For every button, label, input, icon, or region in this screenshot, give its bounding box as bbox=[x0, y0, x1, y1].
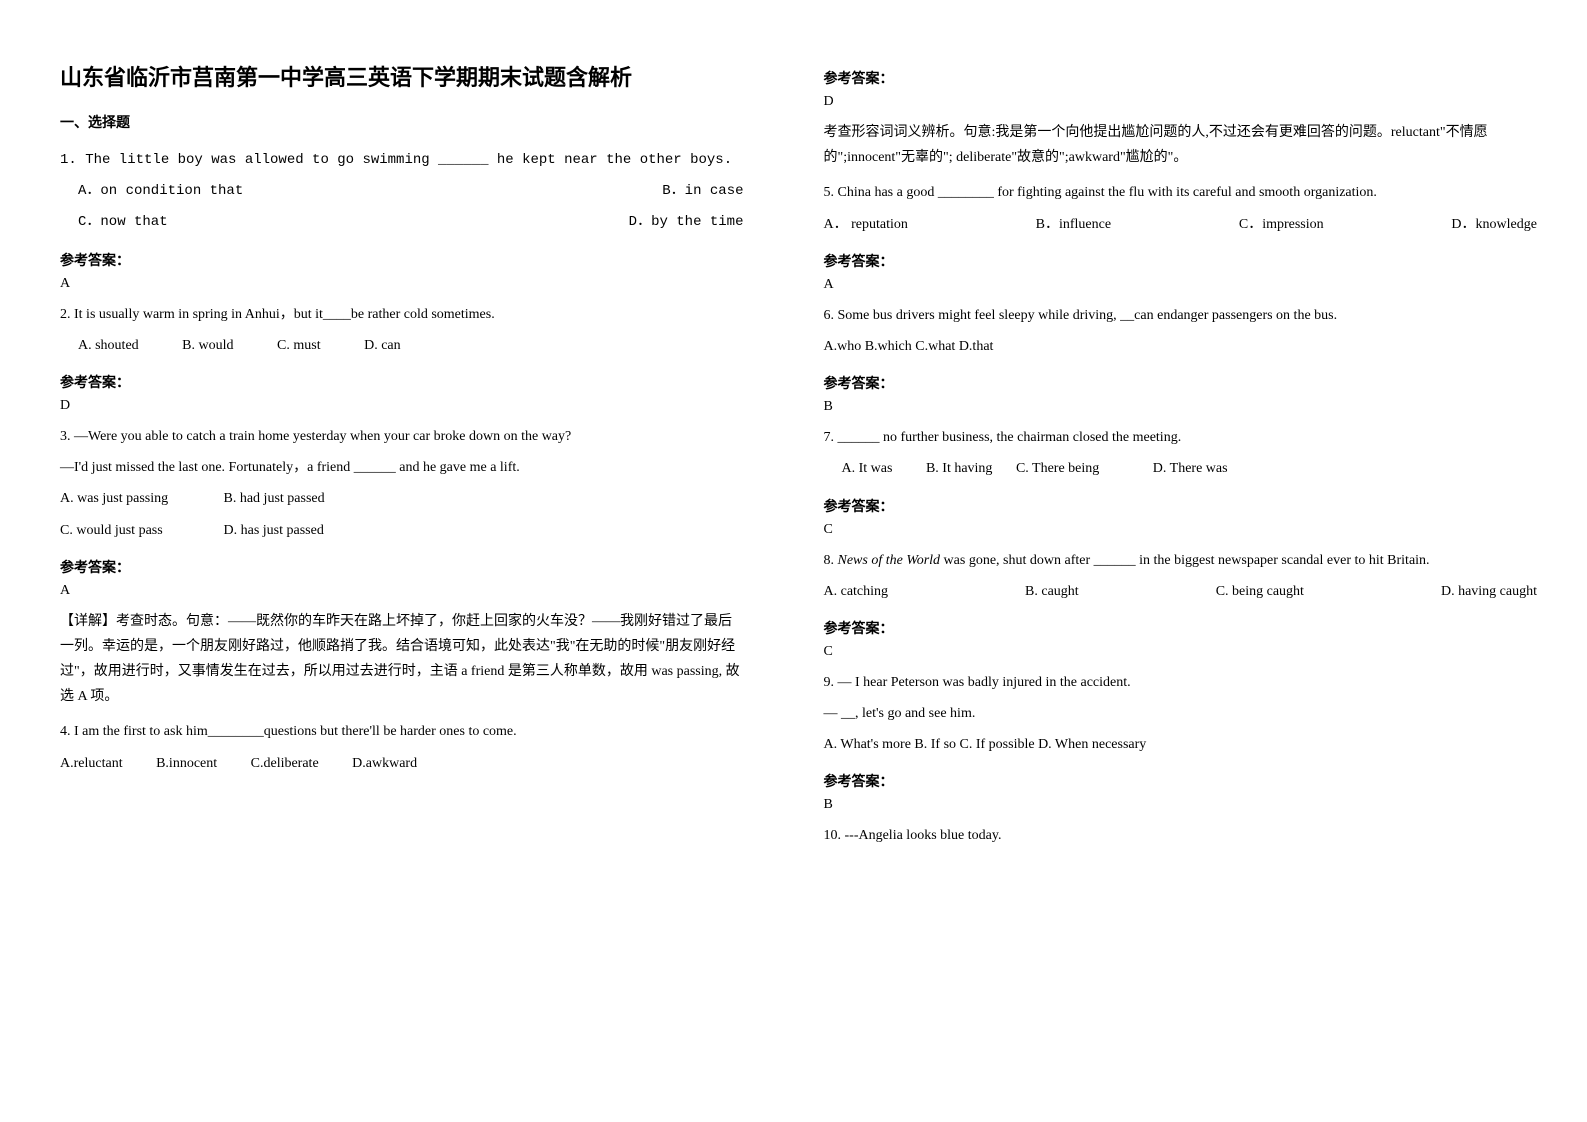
answer-value: A bbox=[824, 277, 1538, 293]
answer-value: C bbox=[824, 522, 1538, 538]
answer-label: 参考答案： bbox=[60, 557, 744, 577]
answer-value: C bbox=[824, 644, 1538, 660]
question-text: 5. China has a good ________ for fightin… bbox=[824, 180, 1538, 205]
options-row: A.who B.which C.what D.that bbox=[824, 334, 1538, 359]
option-b: B．influence bbox=[1036, 212, 1111, 237]
answer-label: 参考答案： bbox=[60, 372, 744, 392]
q8-italic: News of the World bbox=[838, 553, 941, 568]
question-9: 9. — I hear Peterson was badly injured i… bbox=[824, 670, 1538, 758]
question-6: 6. Some bus drivers might feel sleepy wh… bbox=[824, 303, 1538, 359]
option-b: B. caught bbox=[1025, 579, 1079, 604]
answer-value: A bbox=[60, 583, 744, 599]
question-text: 7. ______ no further business, the chair… bbox=[824, 425, 1538, 450]
options-row: A． reputation B．influence C．impression D… bbox=[824, 212, 1538, 237]
answer-value: B bbox=[824, 399, 1538, 415]
option-d: D. can bbox=[364, 338, 401, 353]
answer-label: 参考答案： bbox=[824, 618, 1538, 638]
option-a: A． reputation bbox=[824, 212, 908, 237]
question-text: 9. — I hear Peterson was badly injured i… bbox=[824, 670, 1538, 695]
option-a: A．on condition that bbox=[78, 179, 243, 204]
option-d: D. having caught bbox=[1441, 579, 1537, 604]
question-text: 4. I am the first to ask him________ques… bbox=[60, 719, 744, 744]
question-4: 4. I am the first to ask him________ques… bbox=[60, 719, 744, 775]
option-b: B.innocent bbox=[156, 756, 217, 771]
option-a: A. catching bbox=[824, 579, 889, 604]
question-text: —I'd just missed the last one. Fortunate… bbox=[60, 455, 744, 480]
options-row: A．on condition that B．in case bbox=[60, 179, 744, 204]
option-c: C. being caught bbox=[1216, 579, 1304, 604]
option-d: D. has just passed bbox=[224, 523, 324, 538]
option-a: A.reluctant bbox=[60, 756, 123, 771]
option-c: C．impression bbox=[1239, 212, 1324, 237]
question-text: 2. It is usually warm in spring in Anhui… bbox=[60, 302, 744, 327]
answer-label: 参考答案： bbox=[824, 496, 1538, 516]
section-header: 一、选择题 bbox=[60, 112, 744, 132]
question-text: — __, let's go and see him. bbox=[824, 701, 1538, 726]
question-text: 8. News of the World was gone, shut down… bbox=[824, 548, 1538, 573]
question-1: 1. The little boy was allowed to go swim… bbox=[60, 148, 744, 236]
question-2: 2. It is usually warm in spring in Anhui… bbox=[60, 302, 744, 358]
option-a: A. It was bbox=[842, 461, 893, 476]
option-c: C. must bbox=[277, 338, 321, 353]
explanation: 考查形容词词义辨析。句意:我是第一个向他提出尴尬问题的人,不过还会有更难回答的问… bbox=[824, 120, 1538, 170]
question-text: 3. —Were you able to catch a train home … bbox=[60, 424, 744, 449]
options-row: C. would just pass D. has just passed bbox=[60, 518, 744, 543]
left-column: 山东省临沂市莒南第一中学高三英语下学期期末试题含解析 一、选择题 1. The … bbox=[0, 0, 794, 1122]
option-a: A. was just passing bbox=[60, 486, 220, 511]
option-c: C.deliberate bbox=[251, 756, 319, 771]
q8-prefix: 8. bbox=[824, 553, 838, 568]
option-b: B. had just passed bbox=[224, 491, 325, 506]
answer-value: D bbox=[60, 398, 744, 414]
option-b: B. It having bbox=[926, 461, 993, 476]
option-d: D．by the time bbox=[629, 210, 744, 235]
answer-value: D bbox=[824, 94, 1538, 110]
answer-label: 参考答案： bbox=[824, 251, 1538, 271]
answer-label: 参考答案： bbox=[824, 373, 1538, 393]
q8-suffix: was gone, shut down after ______ in the … bbox=[940, 553, 1430, 568]
question-text: 6. Some bus drivers might feel sleepy wh… bbox=[824, 303, 1538, 328]
page-title: 山东省临沂市莒南第一中学高三英语下学期期末试题含解析 bbox=[60, 60, 744, 92]
explanation: 【详解】考查时态。句意：——既然你的车昨天在路上坏掉了，你赶上回家的火车没？——… bbox=[60, 609, 744, 710]
options-row: A. What's more B. If so C. If possible D… bbox=[824, 732, 1538, 757]
options-row: A.reluctant B.innocent C.deliberate D.aw… bbox=[60, 751, 744, 776]
options-row: A. catching B. caught C. being caught D.… bbox=[824, 579, 1538, 604]
question-8: 8. News of the World was gone, shut down… bbox=[824, 548, 1538, 604]
answer-value: A bbox=[60, 276, 744, 292]
option-b: B. would bbox=[182, 338, 233, 353]
option-c: C. would just pass bbox=[60, 518, 220, 543]
question-10: 10. ---Angelia looks blue today. bbox=[824, 823, 1538, 848]
options-row: A. shouted B. would C. must D. can bbox=[60, 333, 744, 358]
option-d: D.awkward bbox=[352, 756, 417, 771]
question-text: 10. ---Angelia looks blue today. bbox=[824, 823, 1538, 848]
option-d: D．knowledge bbox=[1451, 212, 1537, 237]
option-c: C. There being bbox=[1016, 461, 1099, 476]
question-5: 5. China has a good ________ for fightin… bbox=[824, 180, 1538, 236]
answer-label: 参考答案： bbox=[824, 771, 1538, 791]
option-a: A. shouted bbox=[78, 338, 139, 353]
option-c: C．now that bbox=[78, 210, 168, 235]
option-b: B．in case bbox=[662, 179, 743, 204]
answer-value: B bbox=[824, 797, 1538, 813]
right-column: 参考答案： D 考查形容词词义辨析。句意:我是第一个向他提出尴尬问题的人,不过还… bbox=[794, 0, 1587, 1122]
question-3: 3. —Were you able to catch a train home … bbox=[60, 424, 744, 543]
options-row: A. was just passing B. had just passed bbox=[60, 486, 744, 511]
options-row: A. It was B. It having C. There being D.… bbox=[824, 456, 1538, 481]
question-7: 7. ______ no further business, the chair… bbox=[824, 425, 1538, 481]
answer-label: 参考答案： bbox=[824, 68, 1538, 88]
question-text: 1. The little boy was allowed to go swim… bbox=[60, 148, 744, 173]
options-row: C．now that D．by the time bbox=[60, 210, 744, 235]
answer-label: 参考答案： bbox=[60, 250, 744, 270]
option-d: D. There was bbox=[1153, 461, 1228, 476]
